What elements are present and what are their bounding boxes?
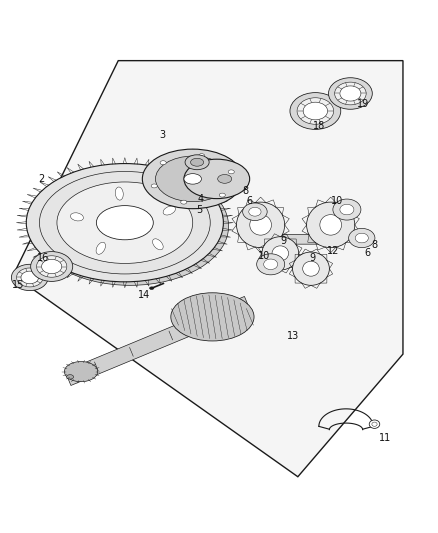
Ellipse shape	[257, 254, 285, 275]
Text: 16: 16	[37, 253, 49, 263]
Ellipse shape	[228, 170, 234, 174]
Ellipse shape	[11, 264, 48, 290]
Ellipse shape	[307, 202, 355, 248]
Text: 19: 19	[357, 99, 369, 109]
Ellipse shape	[36, 256, 67, 277]
Ellipse shape	[249, 207, 261, 216]
Ellipse shape	[155, 156, 230, 201]
Polygon shape	[65, 296, 251, 385]
Ellipse shape	[42, 260, 62, 273]
Ellipse shape	[142, 149, 243, 209]
Ellipse shape	[96, 206, 153, 240]
Ellipse shape	[297, 98, 334, 124]
Text: 6: 6	[247, 196, 253, 206]
Ellipse shape	[328, 78, 372, 109]
Ellipse shape	[320, 215, 342, 235]
Ellipse shape	[349, 229, 375, 248]
Text: 9: 9	[310, 253, 316, 263]
Ellipse shape	[184, 159, 250, 199]
Ellipse shape	[340, 86, 361, 101]
Text: 9: 9	[281, 236, 287, 246]
Ellipse shape	[218, 174, 232, 183]
Ellipse shape	[369, 420, 380, 429]
Ellipse shape	[198, 154, 205, 158]
Ellipse shape	[355, 233, 368, 243]
Text: 8: 8	[242, 186, 248, 196]
Ellipse shape	[152, 239, 163, 250]
Ellipse shape	[335, 82, 366, 105]
Ellipse shape	[115, 187, 123, 200]
Ellipse shape	[219, 193, 225, 197]
Ellipse shape	[32, 167, 229, 285]
Ellipse shape	[250, 215, 272, 235]
Ellipse shape	[237, 202, 285, 248]
Text: 8: 8	[371, 240, 378, 251]
Ellipse shape	[262, 237, 299, 270]
Ellipse shape	[264, 259, 278, 270]
Polygon shape	[193, 149, 217, 209]
Text: 4: 4	[198, 193, 204, 204]
Ellipse shape	[160, 161, 166, 165]
Ellipse shape	[181, 200, 187, 204]
Ellipse shape	[31, 252, 73, 281]
Text: 10: 10	[258, 251, 271, 261]
Ellipse shape	[185, 155, 209, 169]
Ellipse shape	[191, 158, 204, 166]
Ellipse shape	[96, 242, 106, 254]
Ellipse shape	[151, 184, 157, 188]
Text: 3: 3	[159, 130, 165, 140]
Ellipse shape	[17, 268, 43, 287]
Text: 10: 10	[331, 196, 343, 206]
Ellipse shape	[171, 293, 254, 341]
Ellipse shape	[163, 206, 176, 215]
Ellipse shape	[21, 271, 39, 284]
Ellipse shape	[272, 246, 289, 261]
Ellipse shape	[293, 252, 329, 285]
Text: 13: 13	[286, 330, 299, 341]
Ellipse shape	[57, 182, 193, 263]
Ellipse shape	[64, 361, 98, 382]
Ellipse shape	[340, 204, 354, 215]
Text: 18: 18	[313, 122, 325, 131]
Text: 15: 15	[12, 280, 25, 290]
Text: 2: 2	[39, 174, 45, 184]
Ellipse shape	[333, 199, 361, 220]
Polygon shape	[13, 61, 403, 477]
FancyBboxPatch shape	[275, 235, 341, 244]
Text: 5: 5	[196, 205, 202, 215]
Ellipse shape	[149, 287, 154, 289]
Ellipse shape	[243, 203, 267, 221]
Text: 12: 12	[327, 246, 339, 256]
Ellipse shape	[290, 93, 341, 130]
Ellipse shape	[26, 164, 223, 282]
Ellipse shape	[71, 213, 83, 221]
Ellipse shape	[303, 102, 328, 120]
Text: 6: 6	[365, 248, 371, 259]
Ellipse shape	[303, 261, 319, 276]
Ellipse shape	[184, 174, 201, 184]
Ellipse shape	[67, 375, 74, 379]
Text: 11: 11	[379, 433, 392, 443]
Text: 14: 14	[138, 290, 151, 300]
